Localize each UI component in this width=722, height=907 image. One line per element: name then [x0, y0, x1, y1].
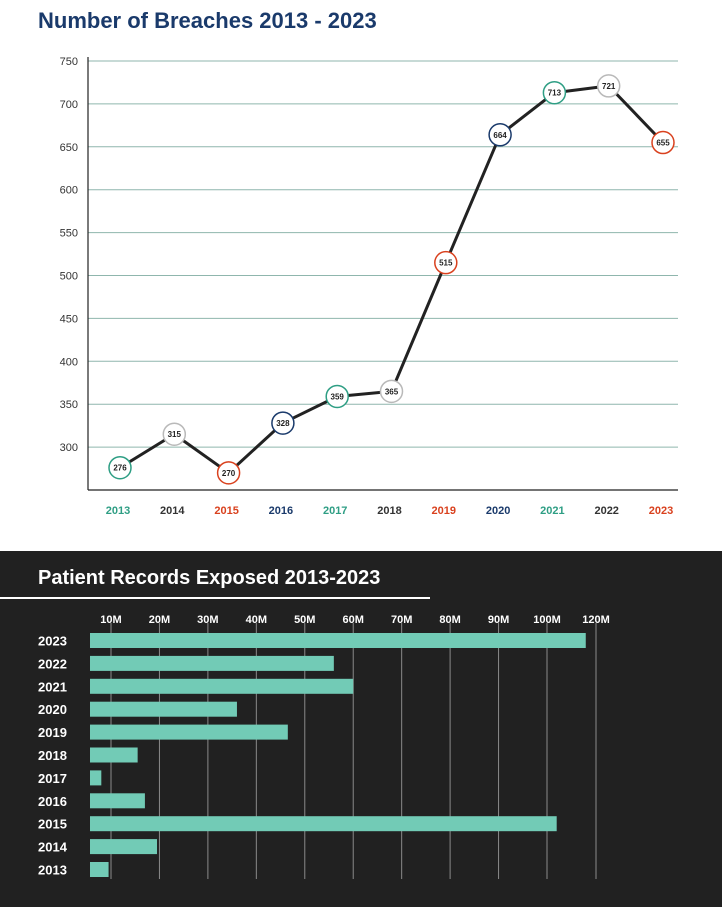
x-tick-label: 50M	[294, 614, 315, 626]
y-tick-label: 2018	[38, 748, 67, 763]
x-tick-label: 2016	[269, 505, 293, 517]
x-tick-label: 90M	[488, 614, 509, 626]
data-point	[216, 461, 241, 485]
x-tick-label: 2018	[377, 505, 401, 517]
data-label: 315	[168, 430, 182, 439]
line-chart-title: Number of Breaches 2013 - 2023	[38, 8, 377, 33]
bar-chart: 10M 20M 30M 40M 50M 60M 70M 80M 90M 100M 120M 2023 2…	[38, 614, 610, 879]
x-tick-label: 2014	[160, 505, 185, 517]
y-tick-label: 2020	[38, 702, 67, 717]
data-point	[434, 250, 458, 275]
y-tick-label: 2016	[38, 794, 67, 809]
x-tick-label: 120M	[582, 614, 610, 626]
y-tick-label: 400	[60, 356, 78, 368]
y-tick-label: 300	[60, 442, 78, 454]
data-point	[162, 422, 187, 446]
y-tick-label: 550	[60, 228, 78, 240]
y-tick-label: 2015	[38, 817, 67, 832]
y-tick-label: 450	[60, 313, 78, 325]
bar	[90, 633, 586, 648]
x-tick-label: 80M	[439, 614, 460, 626]
x-tick-label: 60M	[343, 614, 364, 626]
bar	[90, 724, 288, 740]
bar	[90, 793, 145, 809]
bar	[90, 747, 138, 763]
x-tick-label: 20M	[149, 614, 170, 626]
line-chart: 300 350 400 450 500 550 600 650 700 750 276 315 270 3…	[60, 56, 678, 517]
records-panel: Patient Records Exposed 2013-2023 10M 20M…	[0, 551, 722, 907]
series-line	[119, 84, 665, 475]
bar	[90, 770, 102, 786]
y-tick-label: 2021	[38, 679, 67, 694]
data-label: 365	[385, 387, 399, 396]
y-tick-label: 2017	[38, 771, 67, 786]
bar	[90, 655, 334, 671]
bar-chart-title: Patient Records Exposed 2013-2023	[38, 567, 381, 589]
data-label: 664	[493, 131, 507, 140]
x-tick-label: 40M	[246, 614, 267, 626]
y-tick-label: 700	[60, 99, 78, 111]
data-point	[379, 379, 404, 404]
y-tick-label: 750	[60, 56, 78, 68]
y-tick-label: 600	[60, 185, 78, 197]
x-tick-label: 2021	[540, 505, 564, 517]
data-point	[325, 384, 349, 409]
x-tick-label: 70M	[391, 614, 412, 626]
y-tick-label: 500	[60, 271, 78, 283]
data-label: 515	[439, 259, 453, 268]
data-point	[488, 123, 512, 147]
data-point	[542, 80, 567, 105]
data-label: 655	[656, 139, 670, 148]
y-tick-label: 2022	[38, 656, 67, 671]
data-point	[651, 130, 675, 155]
x-tick-label: 2019	[432, 505, 456, 517]
data-label: 713	[548, 89, 562, 98]
bar	[90, 701, 237, 717]
y-tick-label: 2019	[38, 725, 67, 740]
y-tick-label: 2023	[38, 634, 67, 649]
data-label: 270	[222, 469, 236, 478]
data-point	[596, 74, 621, 98]
data-label: 359	[331, 392, 345, 401]
x-tick-label: 30M	[197, 614, 218, 626]
x-tick-label: 2015	[214, 505, 238, 517]
x-tick-label: 2020	[486, 505, 510, 517]
bar	[90, 816, 557, 832]
x-tick-label: 2017	[323, 505, 347, 517]
data-label: 276	[113, 464, 127, 473]
bar	[90, 839, 158, 855]
x-tick-label: 2023	[649, 505, 673, 517]
x-tick-label: 2013	[106, 505, 130, 517]
x-tick-label: 100M	[533, 614, 561, 626]
x-tick-label: 2022	[594, 505, 618, 517]
y-tick-label: 650	[60, 142, 78, 154]
data-point	[271, 411, 295, 435]
data-point	[108, 455, 132, 480]
y-tick-label: 2013	[38, 863, 67, 878]
y-tick-label: 2014	[38, 840, 68, 855]
y-tick-label: 350	[60, 399, 78, 411]
data-label: 328	[276, 419, 290, 428]
bar	[90, 678, 354, 694]
bar	[90, 862, 109, 877]
title-underline	[0, 597, 430, 599]
data-label: 721	[602, 82, 616, 91]
x-tick-label: 10M	[100, 614, 121, 626]
